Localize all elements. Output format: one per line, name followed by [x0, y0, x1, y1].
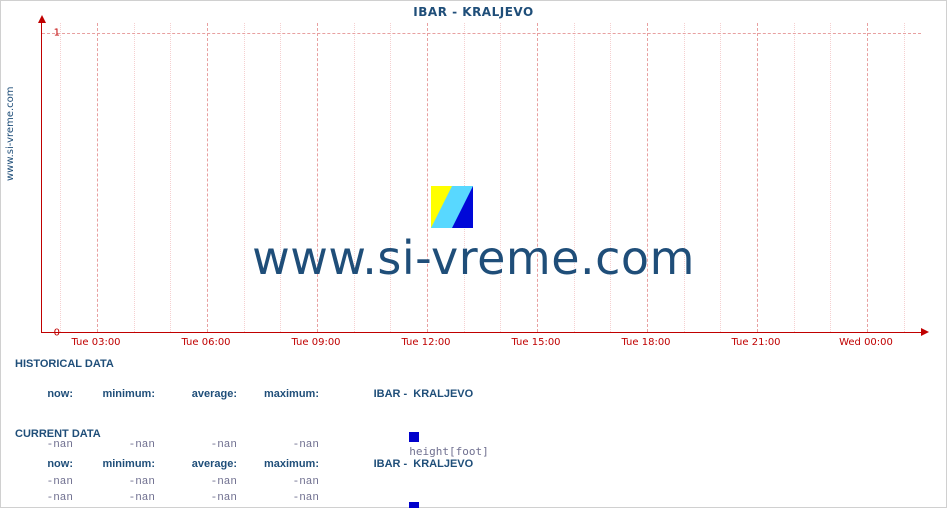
grid-minor: [354, 23, 355, 332]
col-series: IBAR - KRALJEVO: [325, 443, 493, 485]
col-now: now:: [17, 373, 77, 415]
grid-minor: [134, 23, 135, 332]
col-now: now:: [17, 443, 77, 485]
cell: -nan: [161, 487, 241, 508]
plot-area: [41, 23, 921, 333]
grid-major: [97, 23, 98, 332]
col-maximum: maximum:: [243, 373, 323, 415]
grid-minor: [794, 23, 795, 332]
current-heading: CURRENT DATA: [15, 427, 495, 441]
grid-minor: [830, 23, 831, 332]
xtick: Wed 00:00: [839, 337, 893, 348]
grid-major: [537, 23, 538, 332]
chart-title: IBAR - KRALJEVO: [1, 5, 946, 19]
grid-minor: [610, 23, 611, 332]
grid-minor: [574, 23, 575, 332]
grid-major: [427, 23, 428, 332]
xtick: Tue 18:00: [621, 337, 670, 348]
cell: -nan: [17, 487, 77, 508]
xtick: Tue 21:00: [731, 337, 780, 348]
watermark-text: www.si-vreme.com: [1, 231, 946, 285]
col-maximum: maximum:: [243, 443, 323, 485]
xtick: Tue 03:00: [71, 337, 120, 348]
grid-major: [317, 23, 318, 332]
grid-major: [207, 23, 208, 332]
grid-minor: [500, 23, 501, 332]
grid-minor: [464, 23, 465, 332]
series-name: IBAR - KRALJEVO: [374, 388, 474, 400]
historical-heading: HISTORICAL DATA: [15, 357, 495, 371]
grid-minor: [60, 23, 61, 332]
grid-minor: [720, 23, 721, 332]
xtick: Tue 12:00: [401, 337, 450, 348]
current-table: now: minimum: average: maximum: IBAR - K…: [15, 441, 495, 508]
grid-h: [42, 33, 921, 34]
grid-minor: [244, 23, 245, 332]
chart-container: www.si-vreme.com IBAR - KRALJEVO www.si-…: [0, 0, 947, 508]
ytick-1: 1: [40, 28, 60, 39]
watermark-logo: [431, 186, 473, 228]
table-row: -nan -nan -nan -nan height[foot]: [17, 487, 493, 508]
grid-minor: [904, 23, 905, 332]
cell: height[foot]: [325, 487, 493, 508]
xtick: Tue 09:00: [291, 337, 340, 348]
grid-minor: [170, 23, 171, 332]
grid-minor: [684, 23, 685, 332]
y-axis-site-label: www.si-vreme.com: [5, 86, 16, 181]
col-minimum: minimum:: [79, 443, 159, 485]
current-data-block: CURRENT DATA now: minimum: average: maxi…: [15, 427, 495, 508]
ytick-0: 0: [40, 328, 60, 339]
series-name: IBAR - KRALJEVO: [374, 458, 474, 470]
xtick: Tue 06:00: [181, 337, 230, 348]
grid-major: [757, 23, 758, 332]
cell: -nan: [243, 487, 323, 508]
col-minimum: minimum:: [79, 373, 159, 415]
grid-minor: [390, 23, 391, 332]
col-average: average:: [161, 443, 241, 485]
cell: -nan: [79, 487, 159, 508]
grid-major: [867, 23, 868, 332]
grid-major: [647, 23, 648, 332]
col-series: IBAR - KRALJEVO: [325, 373, 493, 415]
col-average: average:: [161, 373, 241, 415]
grid-minor: [280, 23, 281, 332]
xtick: Tue 15:00: [511, 337, 560, 348]
legend-swatch-icon: [409, 502, 419, 508]
